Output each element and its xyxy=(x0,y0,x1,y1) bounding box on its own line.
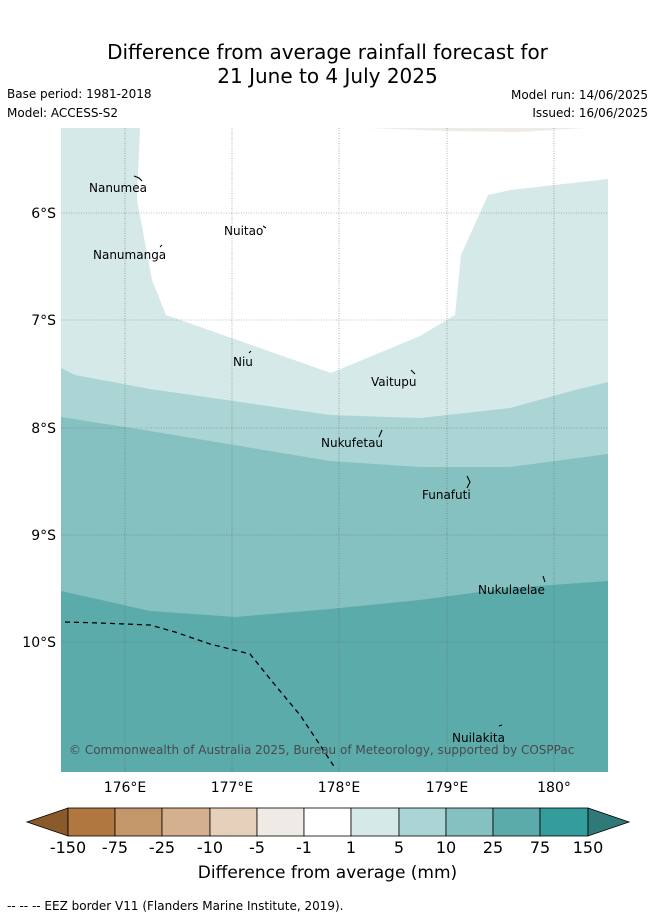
colorbar-segment-11 xyxy=(539,807,589,837)
colorbar-title: Difference from average (mm) xyxy=(197,863,458,883)
title-line-1: Difference from average rainfall forecas… xyxy=(107,40,548,64)
lat-label-8s: 8°S xyxy=(31,421,56,437)
colorbar-segment-7 xyxy=(350,807,400,837)
colorbar-label-10: 25 xyxy=(483,838,503,857)
colorbar-label-1: -150 xyxy=(50,838,86,857)
place-nanumea: Nanumea xyxy=(89,181,147,195)
map-title: Difference from average rainfall forecas… xyxy=(0,40,655,88)
island-mark-nukufetau xyxy=(378,429,383,438)
colorbar-segment-1 xyxy=(67,807,116,837)
top-edge-patch xyxy=(368,128,585,132)
colorbar xyxy=(25,807,631,837)
lon-label-176e: 176°E xyxy=(104,780,147,796)
island-mark-nuilakita xyxy=(498,724,503,727)
gridlines xyxy=(61,128,608,772)
colorbar-segment-9 xyxy=(445,807,494,837)
colorbar-high-extension xyxy=(587,807,631,837)
lon-label-180: 180° xyxy=(537,780,571,796)
colorbar-low-extension xyxy=(25,807,69,837)
issued-date: Issued: 16/06/2025 xyxy=(532,106,648,120)
colorbar-segment-2 xyxy=(114,807,163,837)
colorbar-label-3: -25 xyxy=(149,838,175,857)
place-nuilakita: Nuilakita xyxy=(452,731,505,745)
place-niu: Niu xyxy=(233,355,253,369)
lon-label-178e: 178°E xyxy=(318,780,361,796)
copyright-notice: © Commonwealth of Australia 2025, Bureau… xyxy=(69,743,574,757)
colorbar-label-12: 150 xyxy=(573,838,604,857)
colorbar-labels: -150 -75 -25 -10 -5 -1 1 5 10 25 75 150 xyxy=(50,838,603,857)
eez-footnote: -- -- -- EEZ border V11 (Flanders Marine… xyxy=(7,899,344,913)
place-nukulaelae: Nukulaelae xyxy=(478,583,545,597)
place-nuitao: Nuitao xyxy=(224,224,263,238)
colorbar-segment-4 xyxy=(209,807,258,837)
colorbar-label-6: -1 xyxy=(296,838,312,857)
base-period: Base period: 1981-2018 xyxy=(7,87,152,101)
island-mark-vaitupu xyxy=(410,369,416,375)
colorbar-segment-6 xyxy=(303,807,352,837)
colorbar-segment-10 xyxy=(492,807,541,837)
lon-label-179e: 179°E xyxy=(426,780,469,796)
lat-label-7s: 7°S xyxy=(31,313,56,329)
model-name: Model: ACCESS-S2 xyxy=(7,106,119,120)
place-vaitupu: Vaitupu xyxy=(371,375,417,389)
island-mark-niu xyxy=(248,350,252,354)
map-plot-area xyxy=(61,128,608,772)
colorbar-segment-3 xyxy=(161,807,211,837)
lat-label-6s: 6°S xyxy=(31,206,56,222)
colorbar-label-8: 5 xyxy=(394,838,404,857)
colorbar-segment-8 xyxy=(398,807,447,837)
island-mark-nukulaelae xyxy=(542,575,546,583)
island-marks xyxy=(133,175,546,727)
colorbar-label-2: -75 xyxy=(102,838,128,857)
lat-label-9s: 9°S xyxy=(31,528,56,544)
place-nukufetau: Nukufetau xyxy=(321,436,383,450)
colorbar-label-4: -10 xyxy=(197,838,223,857)
colorbar-label-7: 1 xyxy=(346,838,356,857)
place-funafuti: Funafuti xyxy=(422,488,471,502)
island-mark-nanumanga xyxy=(159,244,163,248)
colorbar-label-5: -5 xyxy=(249,838,265,857)
island-mark-funafuti xyxy=(466,475,471,489)
island-mark-nanumea xyxy=(133,175,143,182)
colorbar-segment-5 xyxy=(256,807,305,837)
model-run: Model run: 14/06/2025 xyxy=(510,88,648,102)
lon-label-177e: 177°E xyxy=(211,780,254,796)
title-line-2: 21 June to 4 July 2025 xyxy=(217,64,438,88)
island-mark-nuitao xyxy=(262,225,267,229)
lat-label-10s: 10°S xyxy=(22,635,56,651)
band-25-to-75 xyxy=(61,581,608,772)
colorbar-label-11: 75 xyxy=(530,838,550,857)
place-nanumanga: Nanumanga xyxy=(93,248,166,262)
colorbar-label-9: 10 xyxy=(436,838,456,857)
